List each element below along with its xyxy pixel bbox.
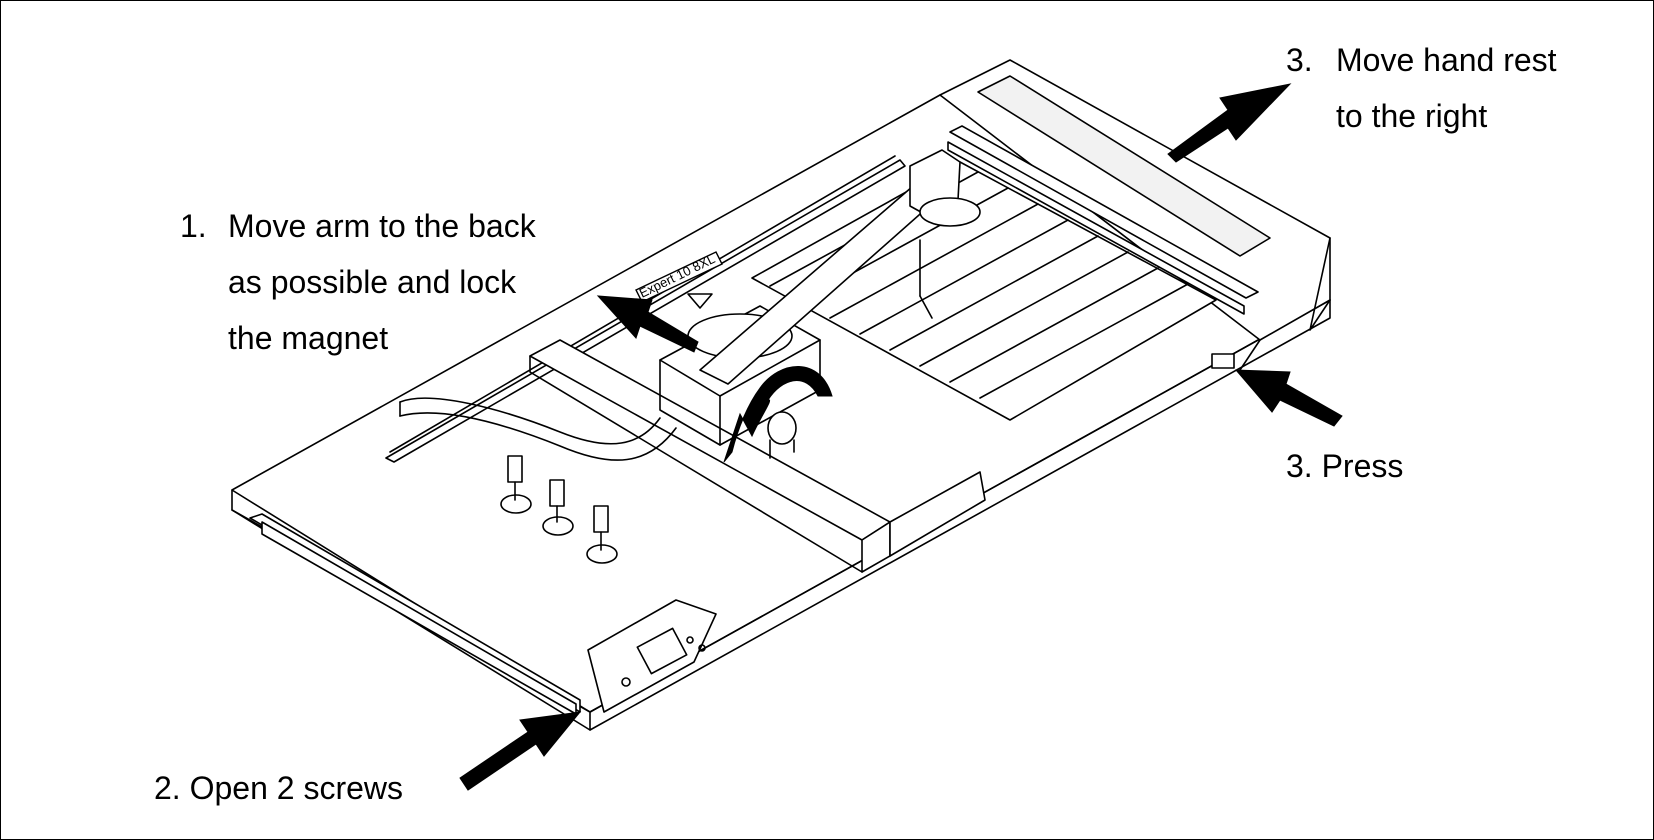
step-move-hand-rest-line-2: to the right — [1336, 98, 1488, 134]
power-switch — [1211, 353, 1235, 369]
step-move-hand-rest-number: 3. — [1286, 42, 1313, 78]
swing-arm — [699, 149, 981, 385]
step-press: 3. Press — [1286, 448, 1404, 484]
rotate-arrow — [723, 366, 833, 463]
move-arm-arrow — [596, 295, 699, 353]
pen-holder — [767, 411, 797, 459]
press-arrow — [1234, 369, 1343, 427]
control-panel — [587, 599, 717, 713]
step-open-screws: 2. Open 2 screws — [154, 770, 403, 806]
step-move-arm-line-1: Move arm to the back — [228, 208, 536, 244]
handle — [399, 397, 677, 461]
triangle-marker — [687, 293, 713, 309]
step-move-arm-line-2: as possible and lock — [228, 264, 517, 300]
screws-arrow — [459, 711, 582, 791]
comb-ruler — [947, 125, 1259, 315]
step-move-hand-rest-line-1: Move hand rest — [1336, 42, 1557, 78]
step-move-arm-line-3: the magnet — [228, 320, 389, 356]
step-move-arm-number: 1. — [180, 208, 207, 244]
stylus-holders — [500, 455, 618, 564]
hand-rest-arrow — [1167, 83, 1292, 163]
